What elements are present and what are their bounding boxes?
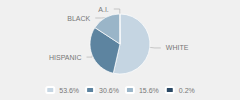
svg-text:0.2%: 0.2% <box>179 87 195 94</box>
svg-text:53.6%: 53.6% <box>59 87 79 94</box>
svg-text:A.I.: A.I. <box>98 6 109 13</box>
svg-text:15.6%: 15.6% <box>139 87 159 94</box>
svg-text:WHITE: WHITE <box>166 44 189 51</box>
svg-text:BLACK: BLACK <box>67 15 90 22</box>
svg-text:HISPANIC: HISPANIC <box>49 54 82 61</box>
svg-text:30.6%: 30.6% <box>99 87 119 94</box>
